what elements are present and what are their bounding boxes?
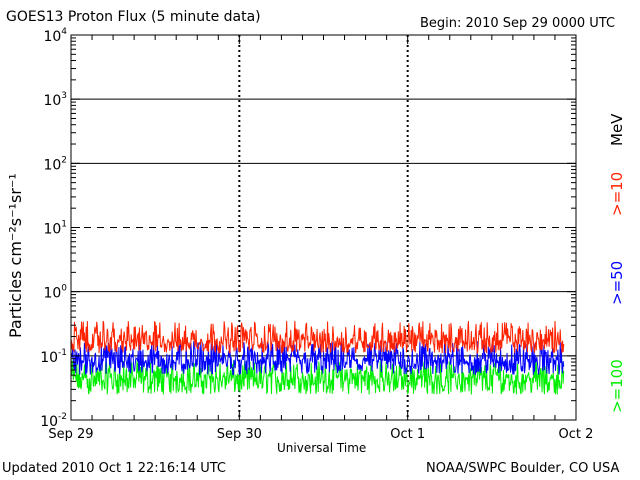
day-divider-lines <box>238 35 409 420</box>
plot-frame <box>70 34 577 421</box>
credit-text: NOAA/SWPC Boulder, CO USA <box>426 461 620 476</box>
y-tick-label: 103 <box>43 91 67 109</box>
legend-unit: MeV <box>608 113 626 146</box>
series-layer <box>71 320 565 395</box>
x-tick-label: Sep 29 <box>48 427 93 442</box>
y-tick-label: 100 <box>43 284 67 302</box>
x-tick-label: Oct 2 <box>559 427 594 442</box>
reference-lines <box>71 98 576 357</box>
y-tick-label: 10-1 <box>40 348 67 366</box>
series-line-100 <box>71 359 565 395</box>
y-tick-label: 10-2 <box>40 412 67 430</box>
x-axis-label: Universal Time <box>277 441 367 455</box>
chart-title: GOES13 Proton Flux (5 minute data) <box>6 9 261 25</box>
updated-timestamp: Updated 2010 Oct 1 22:16:14 UTC <box>2 461 226 476</box>
ticks-layer <box>70 35 577 421</box>
begin-time: Begin: 2010 Sep 29 0000 UTC <box>420 16 616 31</box>
y-axis-label: Particles cm⁻²s⁻¹sr⁻¹ <box>6 173 25 338</box>
x-tick-label: Sep 30 <box>217 427 262 442</box>
y-tick-label: 101 <box>43 220 67 238</box>
series-line-10 <box>71 320 565 355</box>
x-tick-label: Oct 1 <box>390 427 425 442</box>
y-tick-label: 104 <box>43 27 67 45</box>
legend-series-50: >=50 <box>608 260 626 305</box>
legend-series-10: >=10 <box>608 171 626 216</box>
x-tick-labels: Sep 29 Sep 30 Oct 1 Oct 2 <box>48 427 593 442</box>
legend-series-100: >=100 <box>608 359 626 413</box>
y-tick-label: 102 <box>43 155 67 173</box>
y-tick-labels: 104 103 102 101 100 10-1 10-2 <box>40 27 67 430</box>
